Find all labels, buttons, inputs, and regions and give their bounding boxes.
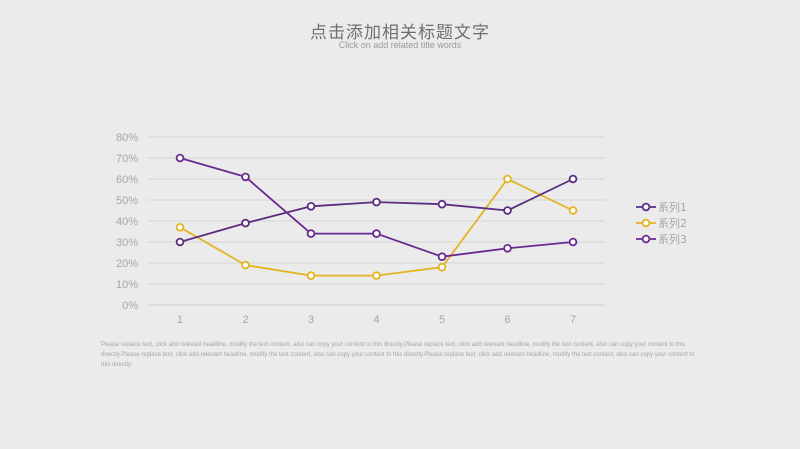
y-tick-label: 30% [116,237,138,249]
data-point [175,237,185,247]
data-point [503,206,512,215]
y-tick-label: 80% [116,132,138,144]
caption-text: Please replace text, click add relevant … [101,342,695,368]
y-tick-label: 70% [116,153,138,165]
data-point [437,252,447,262]
x-tick-label: 6 [504,314,510,326]
data-point [306,271,316,280]
legend-label: 系列1 [658,200,687,214]
x-tick-label: 1 [177,314,183,326]
x-axis: 1 2 3 4 5 6 7 [177,314,576,326]
data-point [306,229,316,238]
legend: 系列1 系列2 系列3 [636,200,687,246]
slide-title: 点击添加相关标题文字 [310,23,490,43]
y-tick-label: 40% [116,216,138,228]
data-point [503,174,512,184]
y-axis: 0% 10% 20% 30% 40% 50% 60% 70% 80% [116,132,138,312]
data-point [372,197,381,207]
data-point [372,271,381,280]
legend-marker [641,234,651,244]
data-point [306,202,316,211]
series-line-2 [179,178,574,277]
slide-subtitle: Click on add related title words [338,40,462,50]
x-tick-label: 4 [373,314,379,326]
data-point [568,174,578,184]
data-point [241,260,250,270]
data-point [568,206,578,215]
data-point [503,244,512,253]
legend-label: 系列3 [658,232,687,246]
data-point [175,153,185,163]
gridlines [148,136,605,306]
data-point [241,218,250,228]
data-point [372,229,381,238]
data-point [568,237,578,247]
data-point [241,172,250,182]
series-lines [175,153,578,280]
x-tick-label: 3 [308,314,314,326]
y-tick-label: 50% [116,195,138,207]
data-point [437,262,447,272]
x-tick-label: 7 [570,314,576,326]
y-tick-label: 10% [116,279,138,291]
y-tick-label: 60% [116,174,138,186]
legend-label: 系列2 [658,216,687,230]
data-point [437,199,447,209]
legend-marker [641,218,651,228]
x-tick-label: 2 [242,314,248,326]
legend-marker [641,202,651,212]
y-tick-label: 20% [116,258,138,270]
data-point [175,223,185,232]
x-tick-label: 5 [439,314,445,326]
y-tick-label: 0% [122,300,138,312]
